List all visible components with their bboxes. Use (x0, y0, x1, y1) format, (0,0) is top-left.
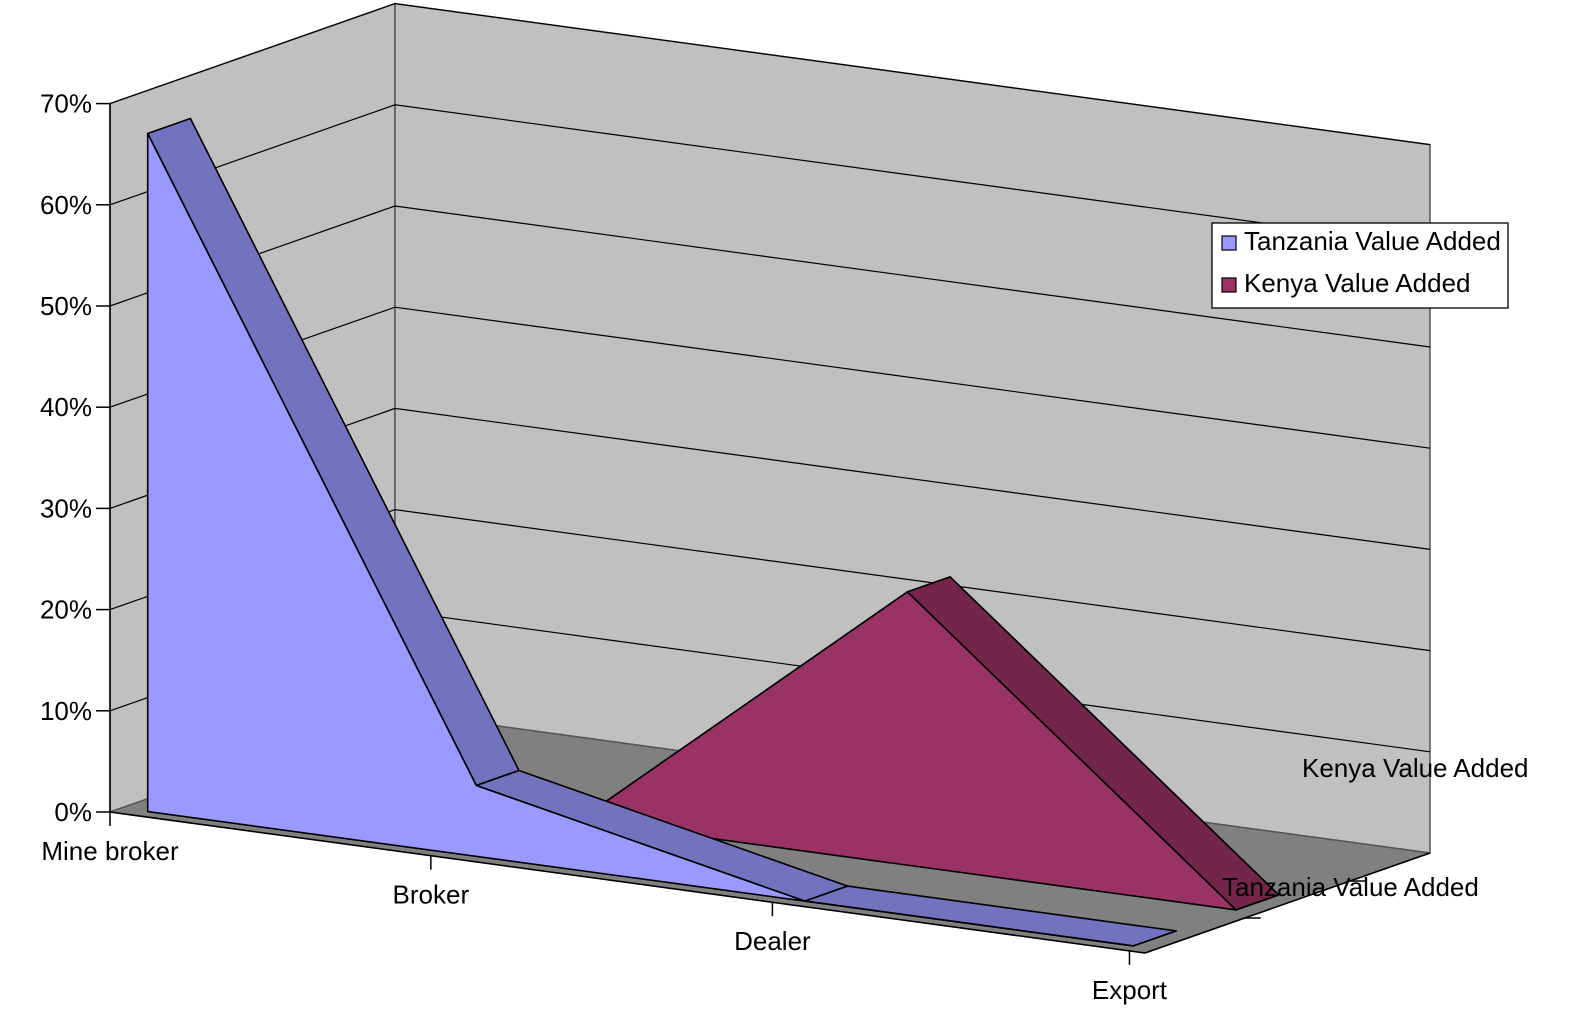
gridline (109, 2, 1431, 146)
legend-swatch (1221, 277, 1237, 293)
x-axis-line (109, 811, 1146, 954)
x-category-label: Dealer (734, 926, 811, 956)
x-axis-category-labels: Mine broker Broker Dealer Export (41, 836, 1167, 1005)
area-end-cap (1132, 930, 1177, 947)
x-category-label: Broker (393, 880, 470, 910)
depth-axis-label: Kenya Value Added (1302, 753, 1528, 783)
area-end-cap (1235, 894, 1280, 911)
series-axis-labels: Tanzania Value Added Kenya Value Added (1222, 753, 1528, 902)
y-tick-label: 60% (40, 190, 92, 220)
y-tick-label: 20% (40, 595, 92, 625)
y-tick-label: 30% (40, 493, 92, 523)
y-tick-label: 0% (54, 797, 92, 827)
legend: Tanzania Value Added Kenya Value Added (1211, 222, 1509, 309)
series-layer (146, 117, 1280, 947)
series-tanzania-value-added (146, 117, 1177, 947)
legend-swatch (1221, 235, 1237, 251)
depth-axis-line (1144, 852, 1431, 954)
legend-entry-label: Tanzania Value Added (1244, 226, 1501, 256)
depth-axis-label: Tanzania Value Added (1222, 872, 1479, 902)
area-front-face (146, 132, 1135, 947)
y-tick-label: 70% (40, 89, 92, 119)
y-tick-label: 40% (40, 392, 92, 422)
legend-entry-label: Kenya Value Added (1244, 268, 1470, 298)
y-tick-label: 50% (40, 291, 92, 321)
legend-box (1211, 222, 1509, 309)
y-tick-label: 10% (40, 696, 92, 726)
y-axis-tick-labels: 0% 10% 20% 30% 40% 50% 60% 70% (40, 89, 92, 827)
axes (96, 102, 1431, 965)
x-category-label: Mine broker (41, 836, 179, 866)
x-category-label: Export (1092, 975, 1168, 1005)
